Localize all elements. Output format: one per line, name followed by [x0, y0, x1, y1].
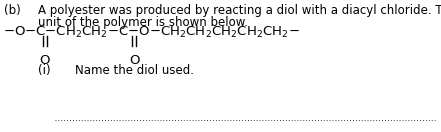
Text: A polyester was produced by reacting a diol with a diacyl chloride. The repeatin: A polyester was produced by reacting a d… [38, 4, 441, 17]
Text: Name the diol used.: Name the diol used. [75, 64, 194, 77]
Text: O: O [129, 54, 139, 67]
Text: O: O [40, 54, 50, 67]
Text: $-$O$-$C$-$CH$_2$CH$_2$$-$C$-$O$-$CH$_2$CH$_2$CH$_2$CH$_2$CH$_2$$-$: $-$O$-$C$-$CH$_2$CH$_2$$-$C$-$O$-$CH$_2$… [3, 24, 300, 40]
Text: (b): (b) [4, 4, 21, 17]
Text: (i): (i) [38, 64, 51, 77]
Text: unit of the polymer is shown below.: unit of the polymer is shown below. [38, 16, 248, 29]
